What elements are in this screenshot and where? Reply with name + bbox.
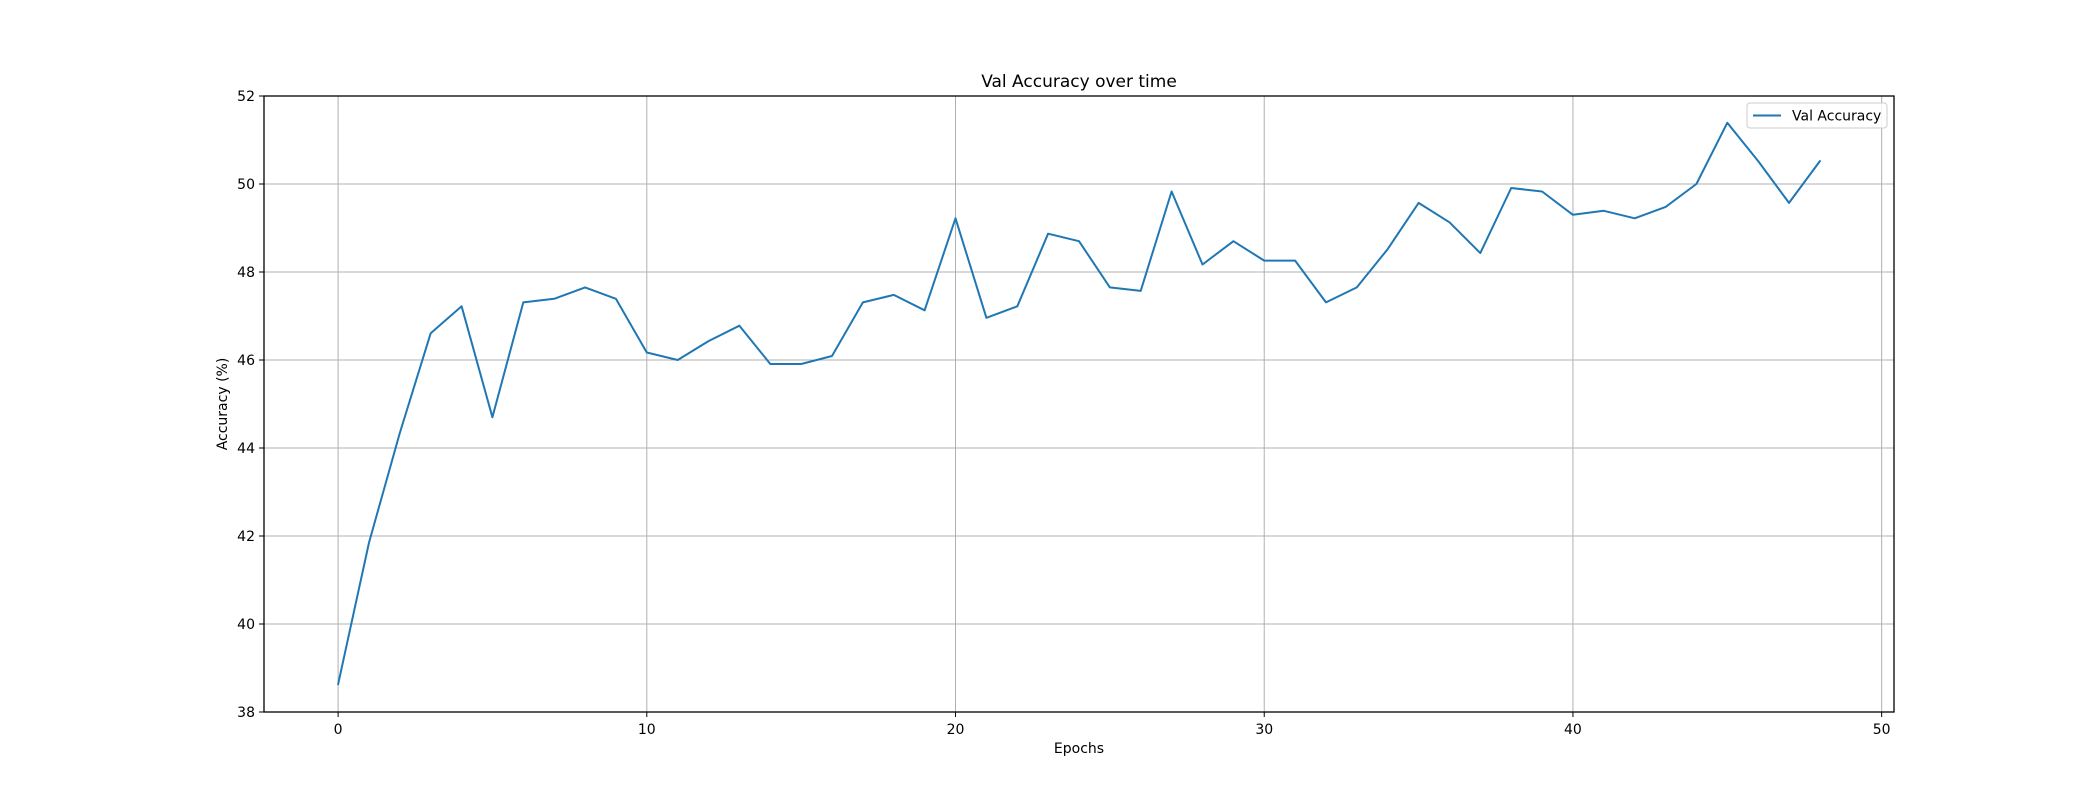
x-tick-label: 30 — [1255, 722, 1273, 738]
chart-title: Val Accuracy over time — [981, 72, 1177, 92]
x-tick-label: 40 — [1564, 722, 1582, 738]
y-tick-label: 52 — [237, 89, 255, 105]
x-tick-label: 20 — [947, 722, 965, 738]
y-tick-label: 42 — [237, 529, 255, 545]
axis-ticks: 0 10 20 30 40 50 38 40 42 44 46 48 50 52 — [237, 89, 1890, 738]
x-tick-label: 50 — [1873, 722, 1891, 738]
y-tick-label: 46 — [237, 353, 255, 369]
grid-lines — [264, 95, 1894, 713]
y-tick-label: 50 — [237, 177, 255, 193]
series-layer — [337, 121, 1821, 686]
x-tick-label: 10 — [638, 722, 656, 738]
x-tick-label: 0 — [334, 722, 343, 738]
legend-box — [1746, 102, 1888, 129]
y-tick-label: 48 — [237, 265, 255, 281]
legend-entry: Val Accuracy — [1792, 109, 1881, 125]
y-tick-label: 38 — [237, 705, 255, 721]
series-line — [337, 121, 1821, 686]
x-axis-label: Epochs — [1054, 741, 1104, 757]
y-tick-label: 44 — [237, 441, 255, 457]
plot-frame — [263, 95, 1895, 713]
legend: Val Accuracy — [1746, 102, 1888, 129]
y-tick-label: 40 — [237, 617, 255, 633]
y-axis-label: Accuracy (%) — [215, 358, 231, 451]
